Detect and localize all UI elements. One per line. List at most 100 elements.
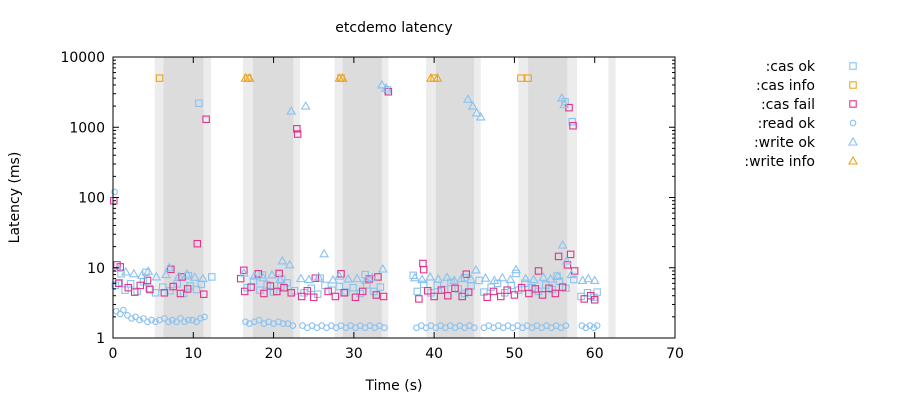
data-point: [111, 188, 118, 196]
data-point: [161, 315, 168, 322]
data-point: [293, 130, 302, 138]
data-point: [130, 288, 139, 296]
nemesis-band: [608, 57, 616, 338]
x-axis-label: Time (s): [365, 378, 423, 394]
legend-marker: [848, 136, 858, 146]
data-point: [467, 100, 478, 110]
data-point: [183, 285, 192, 293]
data-points: [110, 73, 601, 332]
data-point: [376, 283, 385, 291]
data-point: [462, 270, 471, 278]
data-point: [583, 273, 594, 283]
data-point: [475, 111, 486, 121]
data-point: [319, 248, 330, 258]
nemesis-band: [381, 57, 389, 338]
data-point: [470, 264, 481, 274]
data-point: [451, 284, 459, 293]
x-tick-label: 10: [184, 346, 202, 362]
data-point: [568, 117, 576, 126]
data-point: [566, 250, 575, 259]
data-point: [173, 271, 184, 280]
data-point: [561, 255, 572, 265]
data-point: [164, 262, 175, 272]
data-point: [512, 269, 520, 278]
data-point: [337, 73, 348, 82]
data-point: [197, 273, 208, 283]
data-point: [377, 79, 387, 89]
data-point: [143, 276, 152, 285]
data-point: [480, 273, 491, 282]
data-point: [193, 318, 200, 326]
legend-marker: [848, 155, 858, 165]
x-tick-label: 40: [425, 346, 443, 362]
data-point: [275, 274, 285, 284]
data-point: [558, 283, 567, 291]
data-point: [238, 267, 249, 277]
data-point: [313, 271, 324, 281]
data-point: [351, 293, 360, 302]
data-point: [528, 274, 539, 284]
data-point: [258, 272, 269, 282]
data-point: [505, 274, 516, 284]
data-point: [202, 115, 210, 123]
data-point: [297, 292, 306, 301]
data-point: [300, 100, 311, 110]
y-tick-label: 1: [96, 331, 105, 347]
data-point: [534, 267, 543, 275]
legend-item: :write info: [744, 154, 858, 170]
data-point: [367, 272, 378, 282]
data-point: [331, 292, 340, 301]
data-point: [255, 316, 263, 324]
data-point: [563, 261, 572, 269]
axis-ticks: 0 10 20 30 40 50 60 70 1 10 100 1000 10000: [60, 50, 683, 362]
data-point: [120, 306, 127, 314]
nemesis-band: [474, 57, 481, 338]
data-point: [432, 73, 443, 82]
nemesis-band: [567, 57, 578, 338]
data-point: [360, 275, 371, 284]
data-point: [279, 320, 287, 328]
y-axis-label: Latency (ms): [7, 152, 23, 244]
data-point: [586, 291, 595, 300]
data-point: [471, 107, 482, 117]
data-point: [165, 318, 172, 326]
data-point: [349, 283, 357, 292]
data-point: [240, 266, 248, 275]
data-point: [284, 259, 295, 269]
x-tick-label: 30: [345, 346, 363, 362]
data-point: [444, 291, 452, 300]
data-point: [356, 289, 365, 298]
data-point: [557, 240, 568, 249]
data-point: [343, 273, 354, 283]
data-point: [570, 275, 578, 284]
data-point: [307, 284, 316, 293]
x-tick-label: 70: [666, 346, 684, 362]
data-point: [589, 275, 600, 284]
y-tick-label: 100: [78, 191, 105, 207]
x-tick-label: 60: [586, 346, 604, 362]
data-point: [173, 318, 180, 326]
data-point: [169, 282, 177, 291]
data-point: [562, 322, 570, 329]
data-point: [538, 291, 547, 299]
y-tick-label: 10000: [60, 50, 105, 66]
data-point: [464, 288, 473, 296]
data-point: [124, 283, 133, 292]
data-point: [321, 281, 329, 290]
data-point: [503, 286, 511, 294]
data-point: [487, 283, 495, 291]
data-point: [531, 285, 540, 293]
legend-item: :cas info: [756, 78, 857, 94]
data-point: [181, 269, 192, 278]
data-point: [466, 274, 477, 284]
data-point: [538, 272, 549, 281]
data-point: [590, 296, 599, 304]
data-point: [128, 315, 135, 322]
data-point: [409, 271, 418, 280]
data-point: [377, 263, 388, 273]
data-point: [419, 259, 427, 268]
x-tick-label: 50: [506, 346, 524, 362]
chart-title: etcdemo latency: [335, 20, 452, 36]
data-point: [433, 273, 444, 283]
